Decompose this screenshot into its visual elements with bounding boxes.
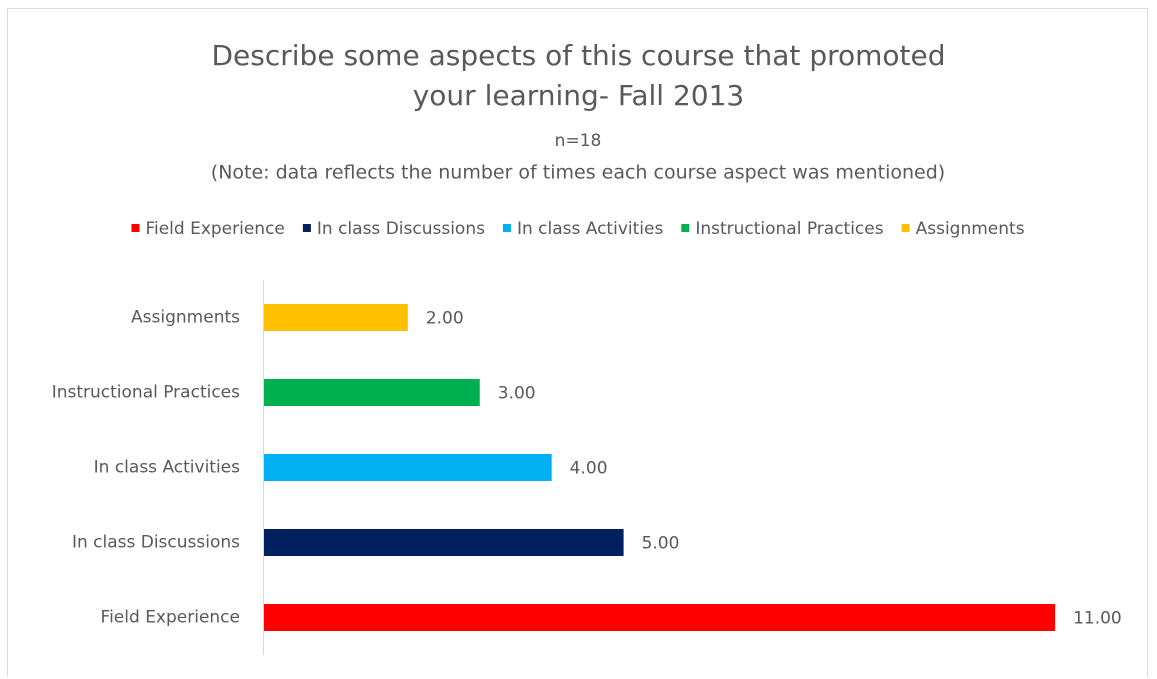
- legend-swatch: [681, 224, 690, 232]
- y-tick-label: Field Experience: [101, 608, 240, 628]
- note: (Note: data reflects the number of times…: [211, 162, 945, 184]
- legend-swatch: [131, 224, 140, 232]
- subtitle: n=18: [555, 131, 602, 151]
- data-label: 5.00: [642, 534, 680, 554]
- legend-swatch: [302, 224, 311, 232]
- legend: Field Experience In class Discussions In c…: [131, 219, 1025, 239]
- bar: [264, 604, 1056, 631]
- legend-label: Instructional Practices: [695, 219, 883, 239]
- y-tick-label: In class Discussions: [72, 533, 240, 553]
- y-tick-label: In class Activities: [94, 458, 240, 478]
- bar: [264, 529, 624, 556]
- bar: [264, 379, 480, 406]
- bar: [264, 454, 552, 481]
- legend-swatch: [502, 224, 511, 232]
- bar: [264, 304, 408, 331]
- y-tick-label: Instructional Practices: [52, 383, 240, 403]
- legend-label: Assignments: [916, 219, 1025, 239]
- data-label: 2.00: [426, 309, 464, 329]
- data-label: 3.00: [498, 384, 536, 404]
- y-tick-label: Assignments: [131, 308, 240, 328]
- chart-frame: [7, 8, 1148, 677]
- legend-swatch: [901, 224, 910, 232]
- data-label: 4.00: [570, 459, 608, 479]
- legend-label: Field Experience: [145, 219, 284, 239]
- chart-title: Describe some aspects of this course tha…: [211, 39, 946, 112]
- legend-label: In class Activities: [517, 219, 663, 239]
- legend-label: In class Discussions: [317, 219, 485, 239]
- data-label: 11.00: [1073, 609, 1122, 629]
